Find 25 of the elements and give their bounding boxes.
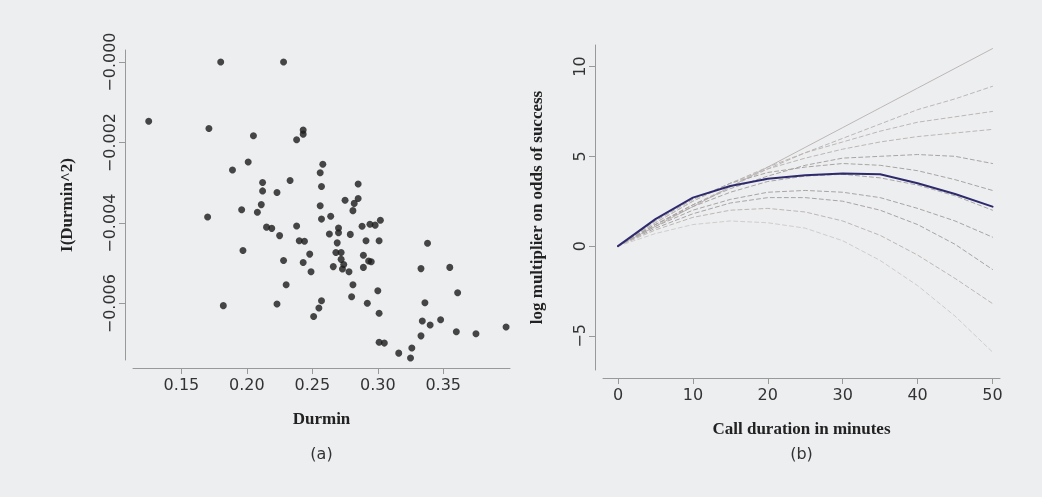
y-axis-title: log multiplier on odds of success [527,90,546,325]
x-tick-label: 10 [682,384,704,404]
y-axis-title: I(Durmin^2) [57,158,76,252]
text: (b) [790,443,813,463]
y-tick-label: 10 [569,56,589,77]
x-tick-label: 0.15 [163,374,200,394]
x-tick-label: 30 [832,384,853,404]
y-tick-label: −0.002 [99,112,119,173]
x-axis-title: Durmin [292,409,351,428]
x-tick-label: 50 [982,384,1003,404]
x-tick-label: 0 [612,384,624,404]
y-tick-label: −5 [569,324,589,348]
y-tick-label: −0.006 [99,274,119,334]
x-tick-label: 20 [757,384,778,404]
x-tick-label: 40 [907,384,928,404]
x-tick-label: 0.20 [229,374,265,394]
x-tick-label: 0.35 [425,374,462,394]
y-tick-label: 0 [569,241,589,252]
x-tick-label: 0.30 [359,374,396,394]
x-axis-title: Call duration in minutes [712,419,891,438]
y-tick-label: 5 [569,151,589,162]
text: (a) [310,443,333,463]
x-tick-label: 0.25 [294,374,331,394]
y-tick-label: −0.004 [99,193,119,253]
y-tick-label: −0.000 [99,32,119,92]
